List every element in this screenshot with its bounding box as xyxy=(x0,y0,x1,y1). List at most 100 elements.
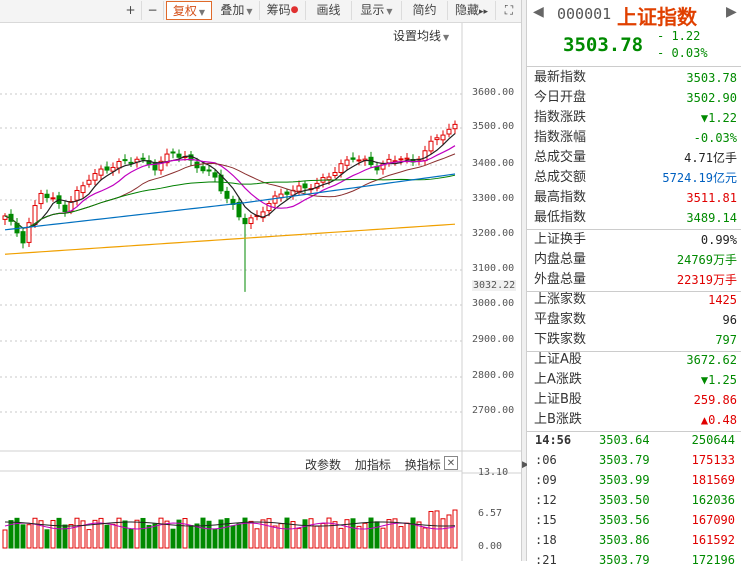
stat-label: 上A涨跌 xyxy=(534,372,582,387)
notification-dot-icon: ● xyxy=(290,5,299,15)
draw-line-button[interactable]: 画线 xyxy=(306,1,352,20)
next-stock-icon[interactable]: ▶ xyxy=(726,4,737,20)
fullscreen-button[interactable]: ⛶ xyxy=(498,1,520,20)
candle-body xyxy=(332,172,338,177)
candle-body xyxy=(206,169,212,172)
volume-bar xyxy=(218,519,224,549)
collapse-arrow-icon[interactable]: ▶ xyxy=(522,460,529,470)
volume-bar xyxy=(188,525,194,549)
volume-bar xyxy=(446,514,452,549)
divider xyxy=(527,229,741,230)
ma60-line xyxy=(4,173,456,231)
tick-volume: 172196 xyxy=(691,553,735,567)
stat-row: 总成交额 5724.19亿元 xyxy=(527,168,741,188)
volume-bar xyxy=(386,519,392,549)
volume-bar xyxy=(242,517,248,549)
stat-row: 最高指数 3511.81 xyxy=(527,188,741,208)
edit-params-button[interactable]: 改参数 xyxy=(305,458,342,472)
zoom-out-button[interactable]: − xyxy=(142,1,164,20)
stat-label: 平盘家数 xyxy=(534,312,587,327)
quote-panel: ◀ 000001 上证指数 ▶ 3503.78 - 1.22 - 0.03% 最… xyxy=(527,0,741,567)
volume-bar xyxy=(392,518,398,549)
candle-body xyxy=(110,166,116,172)
volume-bar xyxy=(302,519,308,549)
index-name: 上证指数 xyxy=(617,5,697,29)
candle-body xyxy=(20,231,26,244)
stat-value: ▼1.25 xyxy=(700,373,737,387)
volume-bar xyxy=(32,517,38,549)
stat-value: ▼1.22 xyxy=(700,111,737,125)
close-indicator-button[interactable]: ✕ xyxy=(444,456,458,470)
volume-bar xyxy=(320,522,326,549)
stat-label: 总成交额 xyxy=(534,170,587,185)
simple-label: 简约 xyxy=(412,3,437,17)
stat-label: 指数涨跌 xyxy=(534,110,587,125)
simple-button[interactable]: 简约 xyxy=(402,1,448,20)
stat-row: 内盘总量 24769万手 xyxy=(527,250,741,270)
tick-volume: 161592 xyxy=(691,533,735,547)
display-button[interactable]: 显示 ▼ xyxy=(352,1,402,20)
divider xyxy=(527,351,741,352)
stat-value: ▲0.48 xyxy=(700,413,737,427)
prev-stock-icon[interactable]: ◀ xyxy=(533,4,544,20)
stat-label: 今日开盘 xyxy=(534,90,587,105)
volume-bar xyxy=(440,518,446,549)
candle-body xyxy=(224,190,230,199)
stat-value: 96 xyxy=(722,313,737,327)
stat-row: 上证A股 3672.62 xyxy=(527,350,741,370)
volume-tick-label: 6.57 xyxy=(478,508,503,519)
chevron-down-icon: ▼ xyxy=(198,8,206,17)
ma-settings-button[interactable]: 设置均线 ▼ xyxy=(393,27,449,44)
tick-row: :06 3503.79 175133 xyxy=(527,450,741,470)
volume-bar xyxy=(206,520,212,549)
price-tick-label: 3032.22 xyxy=(472,280,517,291)
volume-bar xyxy=(44,529,50,549)
volume-bar xyxy=(224,518,230,549)
volume-bar xyxy=(2,529,8,549)
stat-label: 最低指数 xyxy=(534,210,587,225)
volume-bar xyxy=(284,517,290,549)
stat-value: 24769万手 xyxy=(676,253,737,267)
kline-chart[interactable] xyxy=(0,23,521,561)
stat-label: 总成交量 xyxy=(534,150,587,165)
fullscreen-icon: ⛶ xyxy=(504,3,514,17)
price-tick-label: 2800.00 xyxy=(472,370,515,381)
volume-bar xyxy=(50,519,56,549)
candle-body xyxy=(404,157,410,160)
volume-bar xyxy=(74,517,80,549)
volume-bar xyxy=(380,527,386,549)
panel-splitter[interactable]: ▶ xyxy=(521,0,529,561)
volume-bar xyxy=(230,525,236,549)
volume-bar xyxy=(122,520,128,549)
ma5-line xyxy=(4,133,456,229)
volume-bar xyxy=(92,519,98,549)
fuquan-button[interactable]: 复权 ▼ xyxy=(166,1,212,20)
overlay-button[interactable]: 叠加 ▼ xyxy=(214,1,260,20)
volume-bar xyxy=(374,521,380,549)
indicator-bar: 改参数 加指标 换指标 xyxy=(305,456,451,473)
chips-label: 筹码 xyxy=(266,3,291,17)
volume-bar xyxy=(428,510,434,549)
candle-body xyxy=(158,160,164,171)
candle-body xyxy=(176,153,182,158)
zoom-in-button[interactable]: + xyxy=(120,1,142,20)
volume-bar xyxy=(152,523,158,549)
tick-time: :06 xyxy=(535,453,557,467)
tick-price: 3503.86 xyxy=(599,533,650,547)
switch-indicator-button[interactable]: 换指标 xyxy=(404,458,441,472)
stat-row: 最新指数 3503.78 xyxy=(527,68,741,88)
index-price: 3503.78 xyxy=(563,34,644,56)
tick-time: :12 xyxy=(535,493,557,507)
chips-button[interactable]: 筹码● xyxy=(260,1,306,20)
candle-body xyxy=(38,192,44,205)
volume-bar xyxy=(278,523,284,549)
draw-line-label: 画线 xyxy=(316,3,341,17)
volume-bar xyxy=(416,521,422,549)
chevron-down-icon: ▼ xyxy=(246,7,253,16)
volume-bar xyxy=(80,520,86,549)
candle-body xyxy=(236,201,242,218)
volume-tick-label: 0.00 xyxy=(478,541,503,552)
candle-body xyxy=(296,185,302,192)
add-indicator-button[interactable]: 加指标 xyxy=(354,458,391,472)
hide-button[interactable]: 隐藏▸▸ xyxy=(448,1,496,20)
